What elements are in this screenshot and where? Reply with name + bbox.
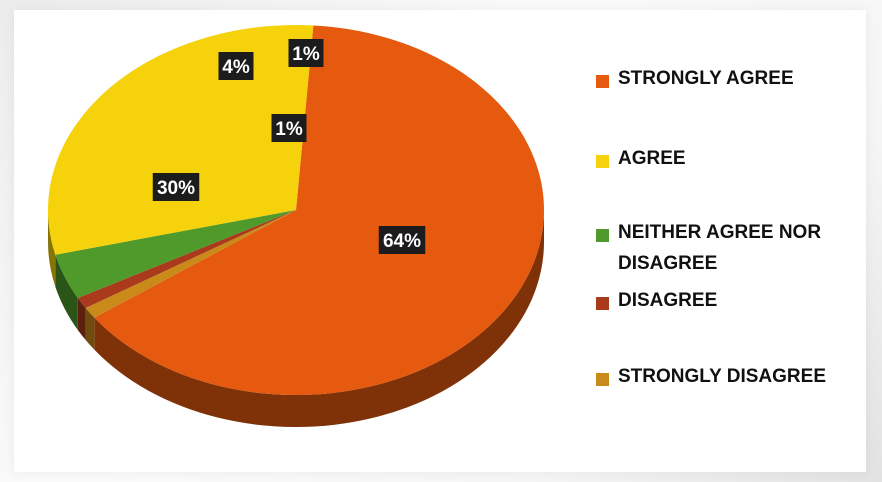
legend-swatch-neither	[596, 229, 609, 242]
legend-swatch-agree	[596, 155, 609, 168]
legend-item-disagree: DISAGREE	[596, 290, 876, 316]
data-label-box-disagree	[271, 114, 307, 142]
pie-data-labels: 64% 30% 4% 1% 1%	[152, 39, 426, 254]
data-label-agree: 30%	[157, 178, 195, 199]
data-label-box-neither-agree-nor-disagree	[218, 52, 254, 80]
data-label-box-strongly-disagree	[288, 39, 324, 67]
pie-side-strongly-disagree	[85, 308, 95, 350]
legend-label-disagree: DISAGREE	[618, 290, 718, 311]
pie-side-neither-agree-nor-disagree	[55, 254, 78, 330]
data-label-disagree: 1%	[275, 119, 303, 140]
legend-swatch-strongly-agree	[596, 75, 609, 88]
data-label-strongly-disagree: 1%	[292, 44, 320, 65]
legend-item-agree: AGREE	[596, 148, 876, 174]
legend-swatch-disagree	[596, 297, 609, 310]
legend-label-agree: AGREE	[618, 148, 686, 169]
legend-item-strongly-disagree: STRONGLY DISAGREE	[596, 366, 876, 392]
pie-slice-agree	[48, 24, 314, 255]
pie-side-disagree	[77, 297, 86, 341]
pie-slice-neither-agree-nor-disagree	[55, 210, 296, 298]
data-label-neither-agree-nor-disagree: 4%	[222, 57, 250, 78]
legend-item-neither: NEITHER AGREE NOR DISAGREE	[596, 222, 858, 279]
pie-slice-disagree	[77, 210, 296, 309]
legend-label-strongly-disagree: STRONGLY DISAGREE	[618, 366, 826, 387]
data-label-strongly-agree: 64%	[383, 231, 421, 252]
data-label-box-strongly-agree	[378, 226, 426, 254]
pie-side-agree	[48, 210, 56, 287]
pie-side-strongly-agree	[94, 210, 545, 427]
legend-item-strongly-agree: STRONGLY AGREE	[596, 68, 876, 94]
legend-label-neither: NEITHER AGREE NOR DISAGREE	[618, 222, 822, 274]
data-label-box-agree	[152, 173, 200, 201]
legend-swatch-strongly-disagree	[596, 373, 609, 386]
pie-slice-strongly-agree	[94, 25, 545, 396]
pie-slice-strongly-disagree	[85, 210, 297, 318]
pie-top-faces	[48, 24, 545, 396]
legend-label-strongly-agree: STRONGLY AGREE	[618, 68, 794, 89]
pie-side-faces	[48, 210, 545, 427]
